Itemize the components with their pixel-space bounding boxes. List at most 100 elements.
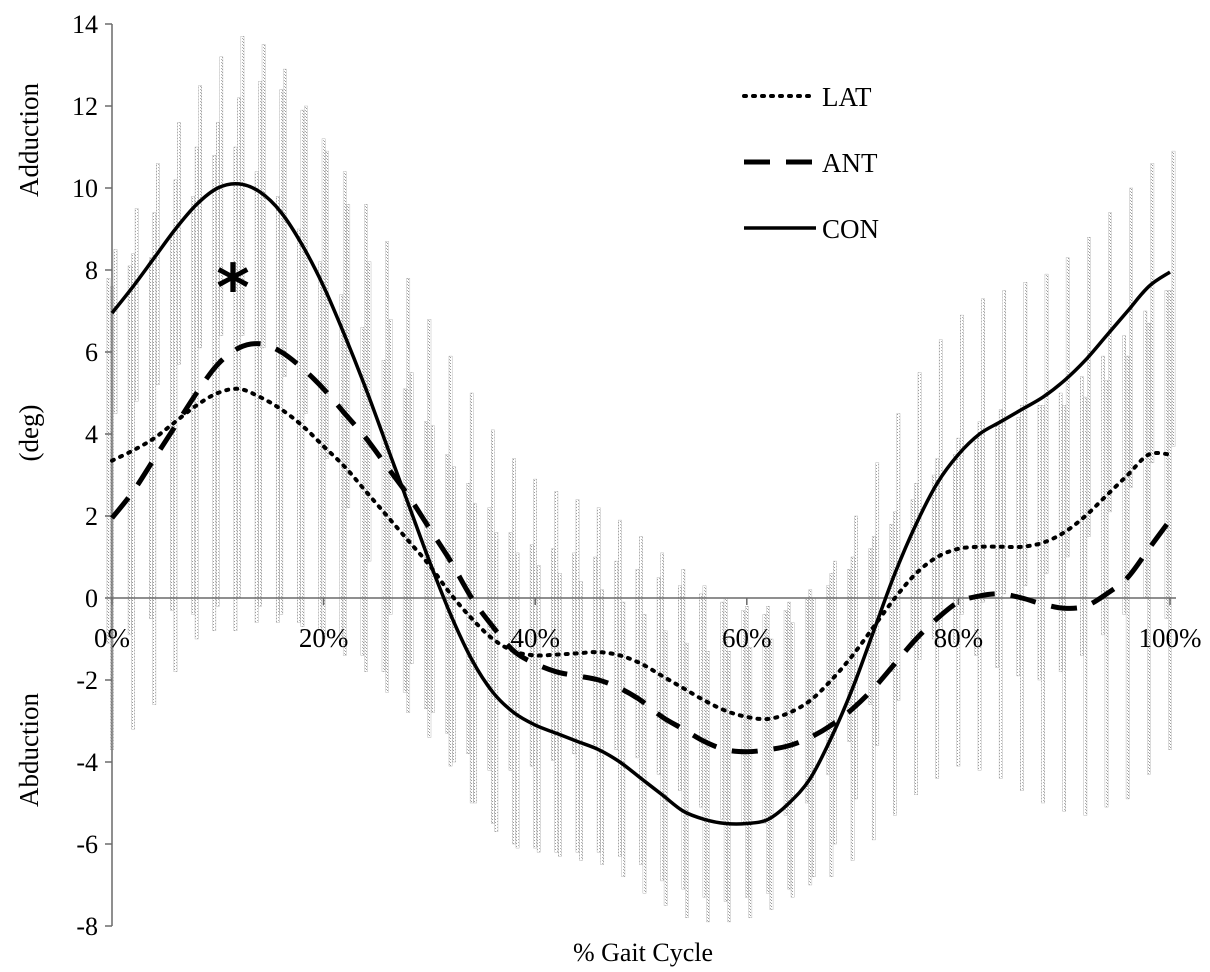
- series-line-ant: [110, 341, 1173, 755]
- error-bar-con-80: [960, 314, 964, 615]
- error-bar-ant-2: [131, 253, 135, 730]
- error-bar-con-64: [790, 622, 795, 898]
- error-bar-lat-16: [275, 195, 280, 623]
- error-bar-ant-48: [618, 519, 622, 857]
- error-bar-ant-84: [998, 409, 1003, 779]
- error-bar-con-74: [896, 413, 901, 701]
- error-bar-con-52: [663, 630, 668, 906]
- error-bar-lat-94: [1101, 355, 1105, 636]
- error-bar-con-10: [219, 56, 224, 336]
- error-bar-con-98: [1150, 163, 1155, 463]
- y-tick-label--6: -6: [76, 830, 98, 859]
- error-bar-con-48: [621, 601, 626, 877]
- error-bar-ant-100: [1168, 290, 1172, 750]
- error-bar-ant-88: [1041, 405, 1045, 804]
- error-bar-lat-68: [826, 585, 830, 775]
- error-bar-con-82: [981, 298, 985, 603]
- error-bar-ant-4: [152, 212, 157, 705]
- error-bar-ant-62: [766, 606, 770, 894]
- y-tick-label-0: 0: [85, 584, 98, 613]
- error-bar-ant-18: [300, 109, 305, 627]
- error-bar-con-44: [579, 581, 583, 861]
- error-bar-con-20: [325, 150, 329, 459]
- series-line-lat: [110, 386, 1172, 722]
- x-axis-ticks: 0% 20% 40% 60% 80% 100%: [94, 598, 1202, 653]
- error-bar-lat-30: [424, 421, 428, 709]
- error-bar-con-4: [156, 163, 160, 385]
- error-bar-con-60: [748, 647, 753, 919]
- error-bar-ant-66: [808, 589, 813, 886]
- y-tick-label--2: -2: [76, 666, 98, 695]
- error-bar-con-92: [1087, 236, 1091, 537]
- y-tick-label-6: 6: [85, 338, 98, 367]
- error-bar-con-22: [346, 204, 351, 508]
- error-bar-con-46: [600, 589, 604, 865]
- error-bar-lat-54: [678, 585, 682, 791]
- y-tick-label-12: 12: [72, 92, 98, 121]
- error-bar-con-72: [875, 462, 880, 746]
- error-bar-con-38: [515, 552, 520, 849]
- y-tick-label-2: 2: [85, 502, 98, 531]
- error-bar-con-42: [558, 573, 562, 857]
- error-bar-con-90: [1065, 257, 1070, 558]
- legend-label-con: CON: [822, 214, 879, 244]
- error-bar-con-100: [1171, 150, 1176, 447]
- x-tick-label-100-: 100%: [1139, 623, 1202, 653]
- error-bar-ant-28: [406, 278, 411, 714]
- error-bar-con-68: [833, 560, 837, 845]
- y-tick-label--8: -8: [76, 912, 98, 941]
- series-lines-layer: [110, 181, 1173, 826]
- error-bar-con-94: [1108, 212, 1112, 513]
- x-tick-label-40-: 40%: [510, 623, 560, 653]
- error-bar-con-96: [1129, 187, 1133, 488]
- y-tick-label-14: 14: [72, 10, 98, 39]
- x-tick-label-60-: 60%: [722, 623, 772, 653]
- y-tick-label-8: 8: [85, 256, 98, 285]
- legend-label-lat: LAT: [822, 82, 872, 112]
- y-axis-label-deg: (deg): [14, 405, 44, 462]
- error-bar-con-24: [367, 261, 372, 562]
- error-bar-ant-72: [871, 536, 876, 841]
- x-tick-label-0-: 0%: [94, 623, 130, 653]
- error-bar-con-40: [536, 565, 541, 853]
- x-tick-label-80-: 80%: [934, 623, 984, 653]
- y-axis-ticks: -8 -6 -4 -2 0 2 4 6 8 10 12 14: [72, 10, 112, 941]
- error-bar-con-26: [388, 319, 393, 615]
- error-bar-con-62: [769, 638, 774, 910]
- error-bars-layer: [106, 36, 1176, 923]
- error-bar-ant-26: [385, 241, 389, 693]
- error-bar-con-0: [113, 249, 118, 414]
- error-bar-con-34: [473, 503, 478, 804]
- error-bar-con-70: [854, 515, 858, 800]
- error-bar-con-78: [938, 339, 943, 632]
- error-bar-lat-76: [910, 499, 915, 648]
- error-bar-lat-84: [995, 425, 1000, 668]
- error-bar-lat-96: [1122, 335, 1126, 615]
- error-bar-con-32: [452, 466, 456, 763]
- error-bar-ant-40: [533, 478, 537, 849]
- x-axis-label: % Gait Cycle: [573, 938, 713, 967]
- error-bar-con-18: [304, 105, 308, 414]
- error-bar-con-56: [706, 651, 710, 923]
- error-bar-lat-14: [254, 171, 259, 623]
- error-bar-ant-30: [427, 319, 432, 738]
- error-bar-lat-32: [445, 454, 449, 734]
- y-tick-label-4: 4: [85, 420, 98, 449]
- error-bar-ant-6: [173, 179, 178, 673]
- error-bar-con-54: [685, 642, 689, 918]
- error-bar-lat-28: [402, 388, 407, 693]
- y-tick-label-10: 10: [72, 174, 98, 203]
- error-bar-con-88: [1044, 273, 1049, 574]
- error-bar-lat-24: [360, 327, 365, 656]
- series-line-con: [110, 181, 1171, 826]
- error-bar-ant-54: [681, 569, 686, 890]
- x-tick-label-20-: 20%: [299, 623, 349, 653]
- error-bar-con-16: [282, 68, 287, 377]
- y-axis-label-adduction: Adduction: [14, 83, 44, 197]
- error-bar-con-84: [1002, 290, 1007, 595]
- error-bar-con-86: [1023, 282, 1028, 586]
- error-bar-con-36: [494, 532, 499, 832]
- error-bar-lat-48: [614, 560, 619, 750]
- error-bar-ant-98: [1147, 323, 1151, 775]
